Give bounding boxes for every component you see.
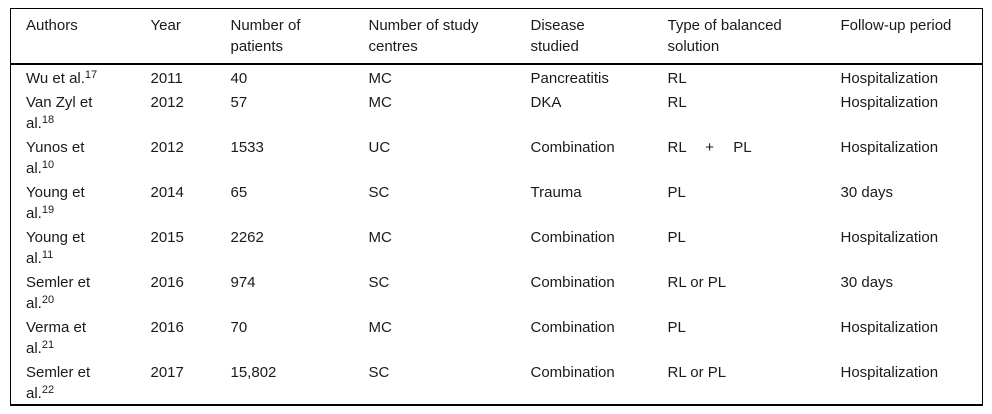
col-header-disease: Disease studied — [530, 8, 668, 65]
table-row: Young et al.11 2015 2262 MC Combination … — [11, 224, 983, 269]
cell-patients: 57 — [230, 94, 248, 111]
cell-centres: UC — [368, 139, 391, 156]
cell-disease: Trauma — [530, 184, 582, 201]
cell-year: 2015 — [150, 229, 184, 246]
table-row: Wu et al.17 2011 40 MC Pancreatitis RL H… — [11, 64, 983, 89]
cell-patients: 2262 — [230, 229, 264, 246]
reference-superscript: 20 — [41, 294, 55, 306]
cell-disease: Combination — [530, 139, 615, 156]
cell-followup: Hospitalization — [840, 319, 939, 336]
col-header-patients: Number of patients — [230, 8, 369, 65]
cell-solution: RL — [667, 94, 687, 111]
col-header-followup: Follow-up period — [840, 8, 983, 65]
col-header-year: Year — [150, 8, 231, 65]
cell-authors: Van Zyl et al.18 — [11, 89, 151, 134]
cell-patients: 1533 — [230, 139, 264, 156]
reference-superscript: 21 — [41, 339, 55, 351]
cell-year: 2016 — [150, 274, 184, 291]
cell-disease: DKA — [530, 94, 562, 111]
reference-superscript: 17 — [84, 69, 98, 81]
reference-superscript: 18 — [41, 114, 55, 126]
cell-solution: RL + PL — [667, 139, 752, 156]
table-row: Verma et al.21 2016 70 MC Combination PL… — [11, 314, 983, 359]
reference-superscript: 19 — [41, 204, 55, 216]
cell-year: 2016 — [150, 319, 184, 336]
cell-disease: Combination — [530, 364, 615, 381]
reference-superscript: 10 — [41, 159, 55, 171]
cell-solution: RL or PL — [667, 274, 727, 291]
header-row: Authors Year Number of patients Number o… — [10, 8, 983, 65]
cell-disease: Pancreatitis — [530, 70, 609, 87]
author-name: Wu et al. — [26, 70, 85, 87]
author-name: Semler et al. — [26, 364, 91, 402]
cell-centres: SC — [368, 274, 390, 291]
reference-superscript: 22 — [41, 384, 55, 396]
cell-disease: Combination — [530, 319, 615, 336]
cell-solution: PL — [667, 319, 686, 336]
cell-authors: Young et al.19 — [11, 179, 151, 224]
cell-solution: RL — [667, 70, 687, 87]
cell-year: 2012 — [150, 94, 184, 111]
author-name: Yunos et al. — [26, 139, 85, 177]
cell-solution: PL — [667, 184, 686, 201]
cell-authors: Young et al.11 — [11, 224, 151, 269]
cell-centres: MC — [368, 229, 392, 246]
cell-solution: RL or PL — [667, 364, 727, 381]
cell-patients: 65 — [230, 184, 248, 201]
cell-authors: Yunos et al.10 — [11, 134, 151, 179]
table-row: Semler et al.20 2016 974 SC Combination … — [11, 269, 983, 314]
cell-followup: 30 days — [840, 274, 894, 291]
cell-followup: Hospitalization — [840, 70, 939, 87]
reference-superscript: 11 — [41, 249, 54, 261]
cell-disease: Combination — [530, 229, 615, 246]
cell-followup: Hospitalization — [840, 364, 939, 381]
cell-followup: Hospitalization — [840, 94, 939, 111]
cell-patients: 15,802 — [230, 364, 277, 381]
cell-authors: Verma et al.21 — [11, 314, 151, 359]
cell-centres: MC — [368, 94, 392, 111]
table-row: Yunos et al.10 2012 1533 UC Combination … — [11, 134, 983, 179]
author-name: Young et al. — [26, 229, 85, 267]
cell-disease: Combination — [530, 274, 615, 291]
col-header-centres: Number of study centres — [368, 8, 531, 65]
table-row: Van Zyl et al.18 2012 57 MC DKA RL Hospi… — [11, 89, 983, 134]
author-name: Verma et al. — [26, 319, 87, 357]
cell-followup: Hospitalization — [840, 229, 939, 246]
cell-followup: 30 days — [840, 184, 894, 201]
cell-centres: MC — [368, 319, 392, 336]
cell-patients: 70 — [230, 319, 248, 336]
cell-year: 2017 — [150, 364, 184, 381]
table-row: Semler et al.22 2017 15,802 SC Combinati… — [11, 359, 983, 405]
cell-authors: Semler et al.22 — [11, 359, 151, 405]
cell-year: 2011 — [150, 70, 183, 87]
cell-centres: SC — [368, 364, 390, 381]
cell-followup: Hospitalization — [840, 139, 939, 156]
col-header-solution: Type of balanced solution — [667, 8, 841, 65]
author-name: Semler et al. — [26, 274, 91, 312]
cell-patients: 974 — [230, 274, 256, 291]
cell-centres: MC — [368, 70, 392, 87]
cell-year: 2012 — [150, 139, 184, 156]
col-header-authors: Authors — [10, 8, 151, 65]
cell-centres: SC — [368, 184, 390, 201]
studies-table: Authors Year Number of patients Number o… — [10, 8, 983, 406]
cell-solution: PL — [667, 229, 686, 246]
cell-patients: 40 — [230, 70, 248, 87]
table-row: Young et al.19 2014 65 SC Trauma PL 30 d… — [11, 179, 983, 224]
cell-year: 2014 — [150, 184, 184, 201]
cell-authors: Semler et al.20 — [11, 269, 151, 314]
cell-authors: Wu et al.17 — [11, 64, 151, 89]
author-name: Young et al. — [26, 184, 85, 222]
author-name: Van Zyl et al. — [26, 94, 93, 132]
